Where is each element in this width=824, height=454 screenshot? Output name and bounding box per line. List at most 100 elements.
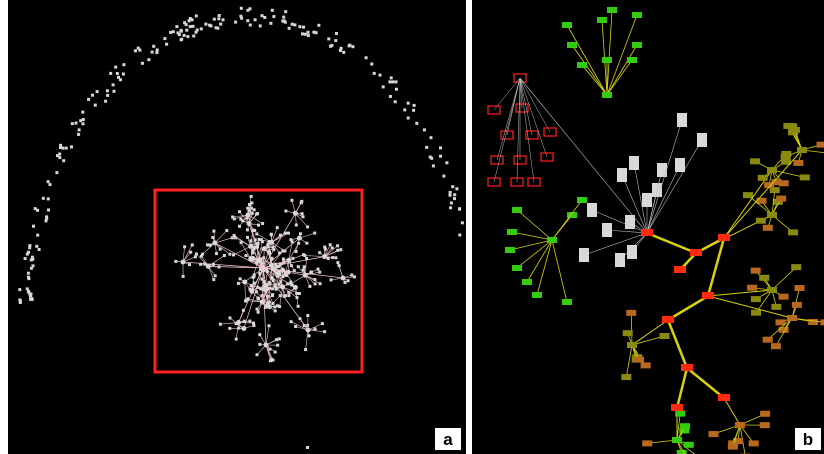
cluster-hub [180,259,186,265]
graph-edge [516,209,553,241]
arc-node [453,193,457,197]
leaf-node [764,182,775,189]
graph-edge [739,424,754,444]
cluster-node [246,235,249,239]
graph-edge [516,77,521,183]
arc-node [18,301,22,304]
arc-node [169,30,173,34]
cluster-node [343,280,347,284]
red-outline-node [487,177,501,187]
cluster-node [276,304,279,308]
arc-node [59,146,62,149]
cluster-node [256,310,260,314]
document-node [677,113,687,127]
cluster-node [174,259,178,263]
arc-node [45,217,49,220]
arc-node [30,255,34,259]
cluster-node [252,321,255,325]
cluster-hub [236,319,242,325]
cluster-node [257,297,260,301]
leaf-node [791,264,802,271]
cluster-node [264,304,268,308]
cluster-node [213,274,217,278]
graph-edge [707,289,773,297]
arc-node [23,257,27,260]
arc-node [117,75,120,79]
cluster-node [256,285,260,289]
cluster-edge [233,246,251,256]
cluster-node [248,319,252,323]
arc-node [26,271,30,275]
leaf-node [708,431,719,438]
leaf-node [751,309,762,316]
cluster-node [193,255,197,259]
green-leaf-node [522,279,532,285]
leaf-node [747,284,758,291]
graph-edge [571,44,608,96]
cluster-edge [220,322,239,325]
cluster-node [239,217,243,221]
cluster-node [232,253,235,257]
cluster-node [244,254,248,257]
cluster-node [273,282,277,286]
arc-node [18,288,22,292]
cluster-node [275,265,278,269]
cluster-node [183,245,187,249]
cluster-node [318,251,322,255]
arc-node [165,42,169,46]
document-node [587,203,597,217]
panel-a-overview: a [8,0,466,454]
graph-edge [771,169,805,178]
arc-node [150,50,154,54]
leaf-node [769,187,780,194]
cluster-node [241,308,245,312]
cluster-node [323,247,327,251]
cluster-node [318,282,322,286]
cluster-node [225,229,229,233]
cluster-node [307,334,311,338]
arc-node [327,37,331,41]
graph-edge [732,424,741,447]
cluster-edge [239,211,250,224]
arc-node [199,27,203,31]
arc-node [282,19,286,23]
graph-edge [646,139,703,234]
cluster-node [222,254,226,257]
cluster-hub [292,284,298,290]
leaf-node [762,224,773,231]
cluster-edge [285,272,296,288]
cluster-edge [262,267,267,346]
cluster-edge [262,242,272,269]
cluster-node [251,251,255,255]
graph-edge [519,77,548,158]
cluster-node [246,206,250,210]
cluster-edge [182,244,193,263]
arc-node [182,33,186,37]
graph-edge [707,295,793,319]
leaf-node [772,198,783,205]
cluster-node [284,231,288,235]
cluster-node [194,252,198,256]
arc-node [37,248,41,251]
leaf-node [622,330,633,337]
arc-node [388,95,392,98]
leaf-node [640,362,651,369]
graph-edge [536,239,553,296]
cluster-node [283,273,287,277]
arc-node [270,8,274,12]
leaf-node [794,285,805,292]
arc-node [115,72,119,75]
arc-node [77,132,81,136]
arc-node [46,180,50,184]
cluster-node [278,305,282,308]
leaf-node [727,443,738,450]
isolated-node [306,446,309,449]
cluster-node [228,316,232,320]
cluster-node [211,236,215,239]
arc-node [453,197,456,201]
cluster-node [277,337,281,341]
red-outline-node [513,155,527,165]
arc-node [147,58,151,62]
arc-node [45,215,49,219]
cluster-node [277,271,281,274]
